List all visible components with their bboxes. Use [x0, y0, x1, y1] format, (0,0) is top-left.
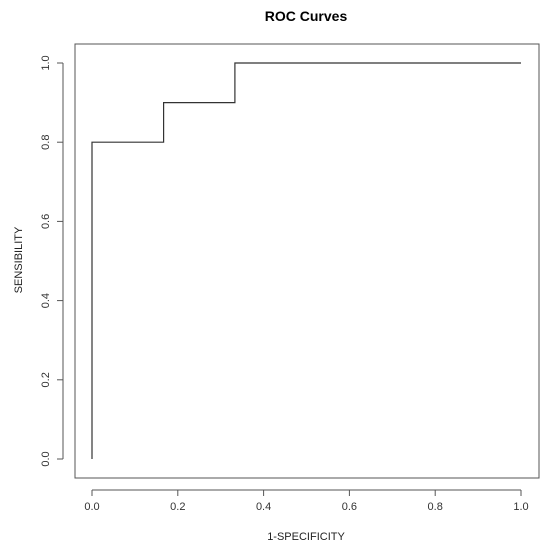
- y-axis: 0.0 0.2 0.4 0.6 0.8 1.0: [40, 55, 64, 467]
- roc-curve-line: [91, 62, 521, 459]
- y-tick-label: 0.4: [40, 293, 52, 308]
- y-tick-label: 1.0: [40, 55, 52, 70]
- x-tick-label: 0.0: [84, 501, 99, 513]
- plot-frame: [74, 43, 540, 479]
- x-axis-label: 1-SPECIFICITY: [267, 531, 345, 543]
- x-axis: 0.0 0.2 0.4 0.6 0.8 1.0: [84, 489, 529, 513]
- y-tick-label: 0.8: [40, 135, 52, 150]
- x-tick-label: 0.2: [170, 501, 185, 513]
- x-tick-label: 0.4: [256, 501, 271, 513]
- y-tick-label: 0.0: [40, 451, 52, 466]
- x-tick-label: 0.8: [428, 501, 443, 513]
- y-tick-label: 0.2: [40, 372, 52, 387]
- x-tick-label: 0.6: [342, 501, 357, 513]
- y-tick-label: 0.6: [40, 214, 52, 229]
- chart-title: ROC Curves: [265, 8, 348, 24]
- series-layer: [91, 62, 521, 459]
- x-tick-label: 1.0: [513, 501, 528, 513]
- y-axis-label: SENSIBILITY: [13, 226, 25, 293]
